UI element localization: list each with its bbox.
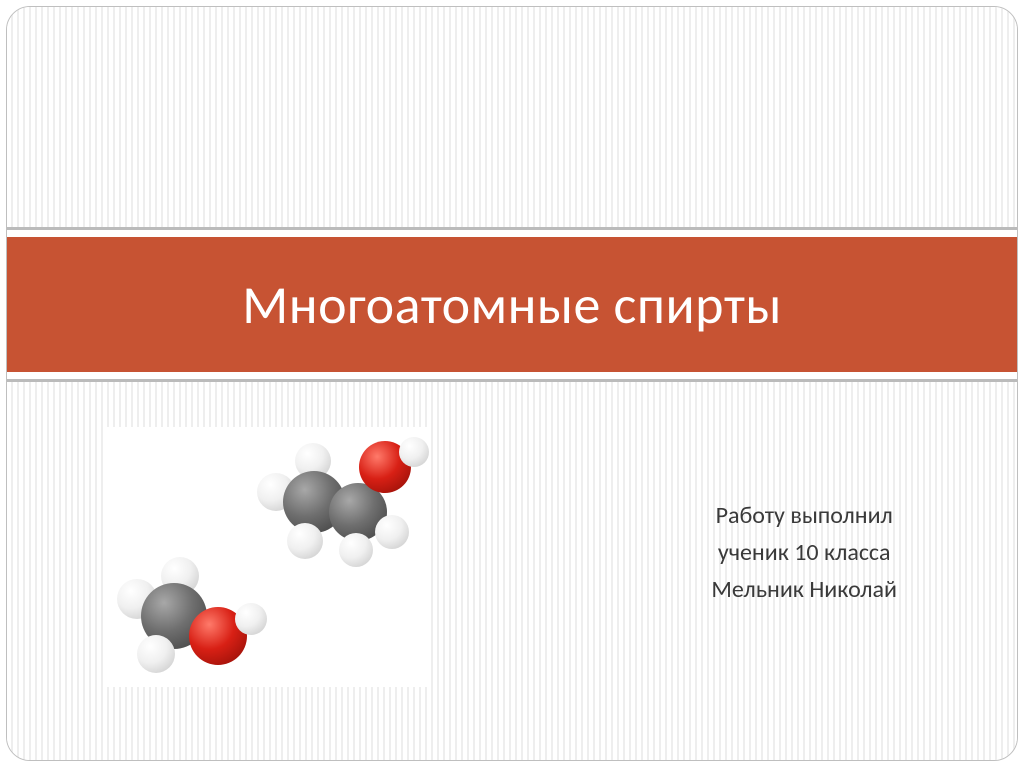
author-line-3: Мельник Николай [711,571,897,608]
atom-hydrogen [137,635,175,673]
band-divider-bottom [7,379,1017,382]
stripe-background-top [7,7,1017,227]
band-divider-top [7,227,1017,230]
atom-hydrogen [399,437,429,467]
atom-hydrogen [339,533,373,567]
molecule-illustration [107,427,427,687]
molecule-1 [117,557,257,677]
atom-hydrogen [235,603,267,635]
atom-hydrogen [375,515,409,549]
author-line-2: ученик 10 класса [711,534,897,571]
atom-hydrogen [287,523,323,559]
slide-frame: Многоатомные спирты Работу выполнил учен… [6,6,1018,761]
slide-title: Многоатомные спирты [242,272,782,338]
author-block: Работу выполнил ученик 10 класса Мельник… [711,497,897,609]
title-band: Многоатомные спирты [7,227,1017,382]
author-line-1: Работу выполнил [711,497,897,534]
molecule-2 [257,437,417,567]
